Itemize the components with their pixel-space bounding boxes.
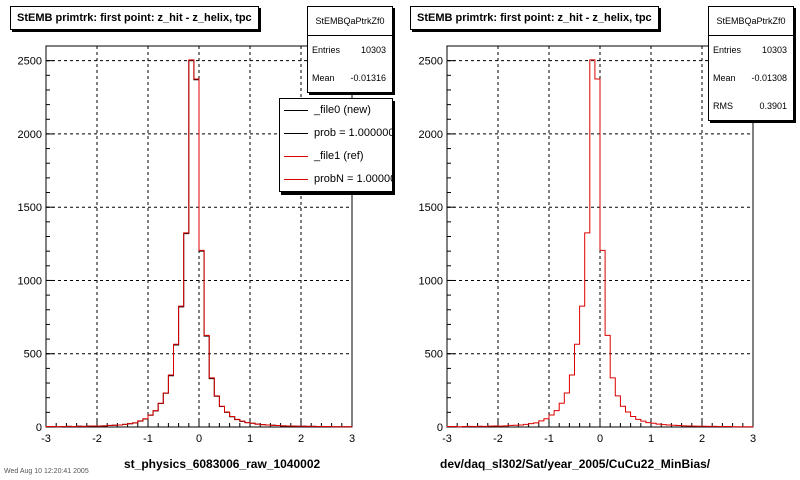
left-stats-entries-value: 10303 xyxy=(360,45,386,55)
right-stats-mean-value: -0.01308 xyxy=(751,73,787,83)
left-stats-mean-value: -0.01316 xyxy=(350,73,386,83)
left-stats-entries-label: Entries xyxy=(312,45,341,55)
right-stats-name: StEMBQaPtrkZf0 xyxy=(709,7,793,36)
left-y-tick-label: 1500 xyxy=(18,202,42,214)
right-x-axis-title: dev/daq_sl302/Sat/year_2005/CuCu22_MinBi… xyxy=(440,457,711,471)
right-stats-entries-value: 10303 xyxy=(761,45,787,55)
right-stats-entries-label: Entries xyxy=(713,45,742,55)
right-stats-rms-label: RMS xyxy=(713,101,733,111)
left-x-axis-title: st_physics_6083006_raw_1040002 xyxy=(124,457,321,471)
right-histogram-title: StEMB primtrk: first point: z_hit - z_he… xyxy=(410,6,659,30)
left-y-tick-label: 0 xyxy=(36,422,42,434)
right-y-tick-label: 500 xyxy=(425,349,443,361)
right-y-tick-label: 1000 xyxy=(419,275,443,287)
right-stats-mean-row: Mean -0.01308 xyxy=(709,64,793,92)
left-stats-name: StEMBQaPtrkZf0 xyxy=(308,7,392,36)
right-stats-rms-value: 0.3901 xyxy=(759,101,787,111)
right-stats-mean-label: Mean xyxy=(713,73,736,83)
right-histogram-plot: -3 -2 -1 0 1 2 3 0 500 1000 1500 2000 2500 xyxy=(419,45,756,445)
right-x-tick-label: -1 xyxy=(544,433,554,445)
left-x-tick-label: -3 xyxy=(41,433,51,445)
left-histogram-pad: -3 -2 -1 0 1 2 3 0 500 1000 1500 2000 2500 StEMB pri… xyxy=(10,6,393,471)
legend-swatch-file1 xyxy=(284,156,308,157)
left-x-tick-label: -2 xyxy=(92,433,102,445)
left-x-tick-label: 1 xyxy=(247,433,253,445)
legend-label-prob: prob = 1.000000 xyxy=(314,127,393,139)
legend-label-probn: probN = 1.000000 xyxy=(314,173,392,185)
right-stats-box: StEMBQaPtrkZf0 Entries 10303 Mean -0.013… xyxy=(708,6,794,121)
right-x-tick-label: -3 xyxy=(442,433,452,445)
left-x-tick-label: -1 xyxy=(143,433,153,445)
legend-swatch-probn xyxy=(284,179,308,180)
right-x-tick-label: 3 xyxy=(750,433,756,445)
right-y-tick-label: 2000 xyxy=(419,129,443,141)
right-y-tick-label: 0 xyxy=(437,422,443,434)
left-x-tick-label: 2 xyxy=(298,433,304,445)
left-stats-mean-label: Mean xyxy=(312,73,335,83)
right-y-tick-label: 2500 xyxy=(419,56,443,68)
right-x-tick-label: -2 xyxy=(493,433,503,445)
legend-label-file0: _file0 (new) xyxy=(314,104,371,116)
left-x-tick-label: 0 xyxy=(196,433,202,445)
legend-swatch-file0 xyxy=(284,110,308,111)
legend-entry-file1: _file1 (ref) xyxy=(280,145,392,168)
legend-entry-probn: probN = 1.000000 xyxy=(280,168,392,191)
left-histogram-title: StEMB primtrk: first point: z_hit - z_he… xyxy=(10,6,259,30)
right-y-tick-label: 1500 xyxy=(419,202,443,214)
left-y-tick-label: 1000 xyxy=(18,275,42,287)
right-x-tick-label: 1 xyxy=(648,433,654,445)
left-stats-entries-row: Entries 10303 xyxy=(308,36,392,64)
left-stats-mean-row: Mean -0.01316 xyxy=(308,64,392,92)
left-y-tick-label: 2500 xyxy=(18,56,42,68)
footer-timestamp: Wed Aug 10 12:20:41 2005 xyxy=(4,468,89,475)
right-histogram-pad: -3 -2 -1 0 1 2 3 0 500 1000 1500 2000 2500 StEMB pri… xyxy=(400,0,800,480)
legend-swatch-prob xyxy=(284,133,308,134)
left-x-tick-label: 3 xyxy=(349,433,355,445)
left-y-tick-label: 2000 xyxy=(18,129,42,141)
left-y-tick-label: 500 xyxy=(24,349,42,361)
legend-label-file1: _file1 (ref) xyxy=(314,150,364,162)
right-x-tick-label: 0 xyxy=(597,433,603,445)
legend-entry-file0: _file0 (new) xyxy=(280,99,392,122)
right-histogram-series-0 xyxy=(446,59,754,428)
left-histogram-file1-ref xyxy=(45,59,353,428)
legend-entry-prob: prob = 1.000000 xyxy=(280,122,392,145)
left-stats-box: StEMBQaPtrkZf0 Entries 10303 Mean -0.013… xyxy=(307,6,393,93)
right-stats-entries-row: Entries 10303 xyxy=(709,36,793,64)
right-x-tick-label: 2 xyxy=(699,433,705,445)
left-legend: _file0 (new) prob = 1.000000 _file1 (ref… xyxy=(279,98,393,192)
right-stats-rms-row: RMS 0.3901 xyxy=(709,92,793,120)
